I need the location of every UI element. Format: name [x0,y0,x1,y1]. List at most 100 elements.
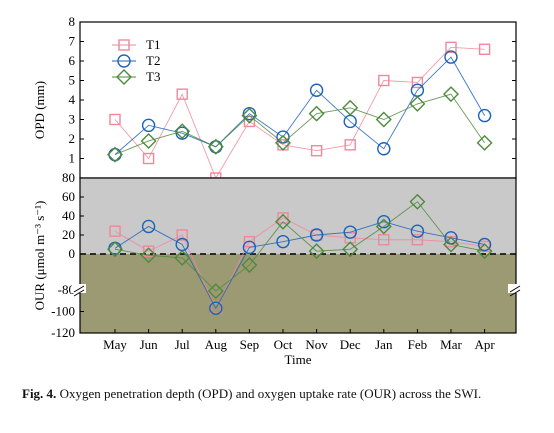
opd-point-t1 [109,113,121,126]
legend-marker [117,54,131,68]
opd-series-t1 [109,41,491,184]
opd-point-t1 [478,43,491,55]
x-tick-label: Jul [175,337,191,352]
x-tick-label: Nov [305,337,328,352]
opd-point-t2 [141,118,156,133]
opd-point-t1 [344,139,356,151]
our-point-t3 [375,218,392,235]
our-series-t3 [107,193,493,300]
our-point-t2 [343,225,357,239]
opd-point-t2 [377,142,391,156]
axis-break-slash [73,285,85,293]
our-point-t2 [309,228,324,242]
our-point-t3 [107,241,123,258]
opd-point-t2 [108,147,122,162]
opd-point-t2 [309,83,324,97]
axis-break-slash [73,289,85,297]
opd-point-t2 [444,50,458,64]
our-point-t3 [443,236,459,253]
our-point-t2 [477,237,492,252]
opd-y-tick-label: 6 [69,53,76,68]
our-point-t1 [210,302,222,314]
our-point-t1 [277,212,289,224]
our-panel: 0 20 40 60 80 -80 -100 -120 OUR (μmol m⁻³ s⁻¹) [32,170,522,340]
x-tick-label: Oct [274,337,293,352]
opd-point-t2 [477,108,492,123]
our-point-t1 [378,234,390,246]
our-point-t3 [342,241,359,258]
x-tick-label: Jan [375,337,393,352]
legend-item-t2: T2 [112,53,160,68]
x-tick-label: Apr [474,337,495,352]
opd-point-t1 [243,115,256,128]
our-fill-above [80,178,516,254]
opd-point-t3 [241,107,258,124]
our-y-tick-label: 60 [62,189,75,204]
opd-point-t1 [176,88,188,100]
opd-point-t3 [174,123,191,140]
x-tick-label: Aug [205,337,228,352]
opd-point-t1 [142,152,155,165]
our-point-t2 [209,301,223,315]
opd-y-tick-label: 1 [69,151,76,166]
opd-series-t3 [107,86,493,163]
axis-break-slash [509,289,521,297]
x-tick-label: May [103,337,127,352]
opd-point-t3 [375,111,392,128]
x-tick-label: Mar [440,337,462,352]
opd-point-t3 [409,95,426,112]
opd-y-tick-label: 2 [69,131,76,146]
x-tick-label: Dec [340,337,361,352]
our-point-t1 [142,245,155,257]
legend-label: T3 [146,69,160,84]
axis-break-mark [72,284,86,297]
opd-point-t3 [308,105,325,122]
opd-point-t3 [275,134,291,151]
opd-point-t3 [476,134,493,151]
x-axis: May Jun Jul Aug Sep Oct Nov Dec Jan Feb Mar Apr Time [103,329,495,367]
our-point-t3 [409,193,426,210]
opd-y-tick-label: 3 [69,112,76,127]
our-point-t3 [241,257,258,274]
our-y-tick-label: -100 [51,304,75,319]
our-point-t3 [308,243,325,260]
opd-point-t1 [378,74,390,87]
our-point-t2 [141,219,156,234]
opd-y-tick-label: 8 [69,14,76,29]
opd-line-t3 [114,93,485,156]
x-axis-label: Time [285,352,312,367]
opd-y-axis-label: OPD (mm) [32,81,47,139]
our-point-t1 [109,225,121,237]
opd-line-t2 [114,56,485,155]
x-tick-label: Feb [408,337,428,352]
our-point-t2 [242,240,257,255]
legend-label: T2 [146,53,160,68]
our-point-t3 [207,283,224,300]
opd-point-t3 [207,138,224,155]
opd-point-t3 [342,99,359,116]
opd-point-t3 [140,132,157,149]
opd-y-tick-label: 5 [69,73,76,88]
our-point-t1 [176,229,188,241]
our-plot-frame [79,177,517,334]
our-y-tick-label: 80 [62,170,75,185]
opd-series-t2 [108,50,492,162]
figure-caption: Fig. 4. Oxygen penetration depth (OPD) a… [22,385,537,403]
our-point-t3 [140,247,157,264]
our-point-t3 [476,243,493,260]
caption-text: Oxygen penetration depth (OPD) and oxyge… [59,386,482,401]
opd-point-t2 [209,140,223,154]
legend-item-t3: T3 [112,69,160,85]
our-y-tick-label: -120 [51,325,75,340]
axis-break-mark [508,284,522,297]
opd-point-t3 [107,146,123,163]
axis-break-slash [509,285,521,293]
opd-point-t1 [310,144,323,157]
opd-point-t1 [411,76,424,89]
our-point-t1 [243,235,256,248]
caption-label: Fig. 4. [22,386,57,401]
legend-marker [116,69,132,85]
our-y-tick-label: 40 [62,208,75,223]
our-point-t2 [276,234,290,249]
